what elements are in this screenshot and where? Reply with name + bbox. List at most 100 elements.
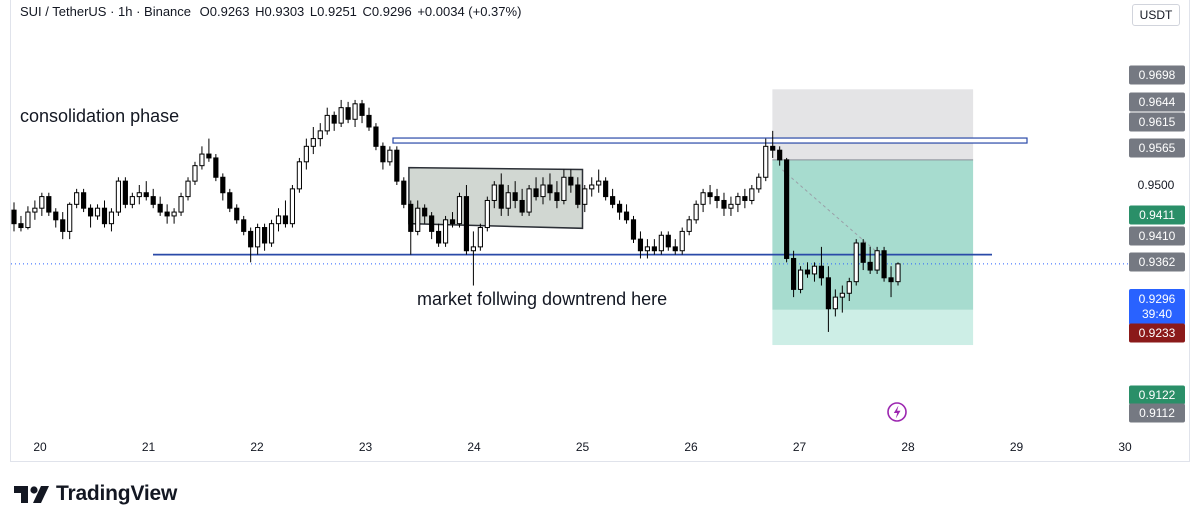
candle-body [289,188,296,225]
candle [658,231,664,255]
price-axis: 0.95000.92000.96980.96440.96150.95650.94… [1129,65,1185,423]
candle-body [825,277,831,310]
candle [394,146,400,185]
candle-body [540,184,546,198]
candle [366,107,372,131]
candle-body [422,207,428,217]
time-tick-label: 21 [142,440,156,454]
candle-body [136,192,142,198]
candle-body [568,176,574,186]
price-badge-label: 0.9644 [1139,95,1176,109]
candle [352,99,358,127]
candle-body [630,219,637,240]
candle-body [512,192,518,201]
candle [811,262,818,282]
candle-body [728,203,734,209]
currency-button[interactable]: USDT [1132,4,1180,26]
price-badge-bg [1129,65,1185,85]
candle [895,262,901,286]
candle [255,223,261,255]
candle [39,192,45,216]
candle [491,181,497,209]
position-zones [772,89,974,346]
candle-body [491,184,497,201]
candle [596,169,602,193]
candle [60,212,66,240]
candle [561,169,567,205]
downtrend-annotation: market follwing downtrend here [417,289,667,309]
candle [136,185,142,205]
consolidation-annotation: consolidation phase [20,106,179,126]
candle [498,173,504,216]
stop-loss-zone [772,89,974,160]
price-badge-bg [1129,252,1185,272]
candle [331,111,337,131]
candle-body [679,230,685,252]
price-badge: 0.9233 [1129,323,1185,343]
candle [756,173,762,193]
candle-body [651,246,657,252]
candle-body [164,211,170,217]
candle [192,161,198,185]
candle [470,231,476,286]
candle [261,223,268,251]
candle [178,192,184,216]
candle [679,227,685,255]
price-tick-label: 0.9500 [1138,178,1175,192]
open-value: O0.9263 [199,4,250,19]
price-badge-bg [1129,385,1185,405]
candle-body [582,188,588,205]
candle [53,208,59,228]
candle [742,188,748,209]
candle-body [331,114,337,124]
chart-pane[interactable] [10,0,1190,462]
candle [484,196,490,232]
candle-body [408,203,414,232]
candle-body [429,215,435,232]
candle-body [519,199,525,213]
price-badge-label: 0.9565 [1139,141,1176,155]
candle [282,200,289,228]
candle-body [442,219,449,244]
price-chart[interactable]: consolidation phase market follwing down… [0,0,1200,470]
candle-body [241,219,247,232]
candle-body [185,180,191,198]
candle [707,185,713,205]
candle-body [220,176,226,194]
candle-body [477,227,483,248]
candle-body [547,184,553,194]
candle-body [839,292,845,298]
candle [853,239,859,286]
change-value: +0.0034 (+0.37%) [417,4,522,19]
candle [32,200,38,220]
candle [373,123,379,151]
candle [651,239,657,255]
candle-body [714,196,720,201]
candle-body [777,149,783,161]
time-tick-label: 27 [793,440,807,454]
candle [610,188,616,209]
candle-body [860,242,866,263]
price-badge-label: 0.9296 [1139,292,1176,306]
candle-body [749,188,755,201]
candle [380,142,386,170]
candle [540,177,546,205]
symbol-label[interactable]: SUI / TetherUS · 1h · Binance [20,4,192,19]
candle [693,200,699,224]
candle-body [178,196,184,213]
candle-body [456,196,463,225]
price-badge-label: 0.9112 [1139,406,1175,420]
candle-body [693,203,699,221]
candle-body [275,215,282,225]
candle [519,188,525,216]
projection-line [782,169,876,252]
candle-body [46,196,52,213]
lightning-icon[interactable] [887,402,907,422]
candle [846,277,852,301]
price-badge-bg [1129,138,1185,158]
candle-body [25,211,31,229]
candle-body [498,184,504,209]
candle-body [303,145,309,163]
candle-body [686,219,692,232]
candle [345,101,351,124]
